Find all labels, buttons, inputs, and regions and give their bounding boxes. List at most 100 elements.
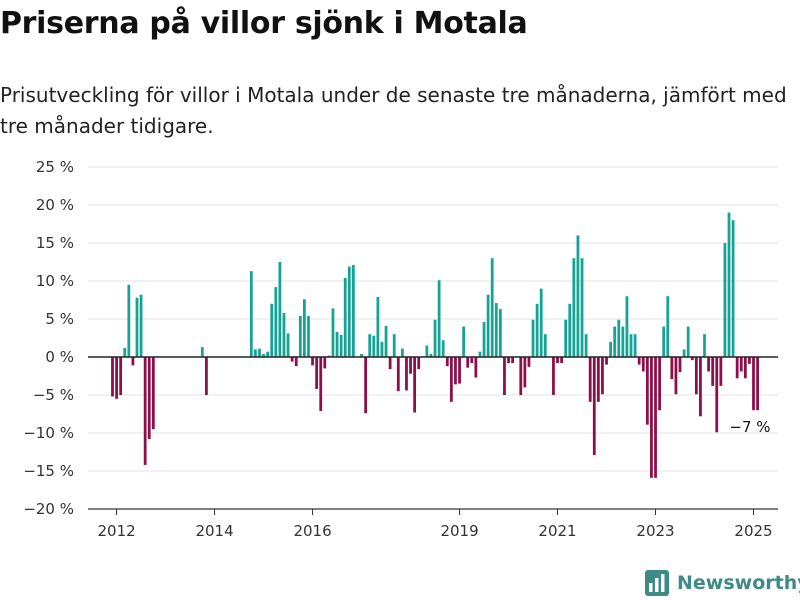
bar	[580, 258, 584, 357]
bar	[298, 315, 302, 357]
bar	[752, 357, 755, 411]
bar	[458, 357, 461, 384]
y-tick-label: −10 %	[23, 424, 74, 442]
bar	[690, 357, 694, 361]
bar	[564, 319, 568, 357]
bar-chart: 25 % 20 % 15 % 10 % 5 % 0 % −5 % −10 % −15 % −20 …	[23, 158, 778, 540]
bar	[270, 303, 274, 357]
bar	[535, 303, 539, 357]
chart-grid	[88, 166, 778, 472]
bar	[478, 351, 482, 357]
bar	[527, 357, 531, 367]
bar	[715, 357, 719, 433]
bar	[409, 357, 412, 374]
x-tick-label: 2021	[538, 522, 576, 540]
bar	[425, 345, 429, 357]
bar	[494, 303, 498, 357]
bar	[605, 357, 608, 365]
bar	[258, 348, 261, 357]
bar	[601, 357, 604, 395]
bar	[200, 347, 204, 357]
bar	[433, 319, 437, 357]
bar	[543, 334, 547, 357]
bar	[462, 326, 466, 357]
bar	[143, 357, 147, 465]
bar	[719, 357, 723, 386]
bar	[519, 357, 523, 395]
bar	[694, 357, 698, 395]
bar	[474, 357, 478, 378]
bar	[556, 357, 559, 364]
bar	[205, 357, 208, 395]
bar	[135, 297, 139, 357]
bar	[735, 357, 739, 379]
y-tick-label: −20 %	[23, 500, 74, 518]
bar	[748, 357, 751, 364]
bar	[572, 258, 576, 357]
bar	[466, 357, 470, 368]
bar	[364, 357, 368, 414]
bar	[576, 235, 580, 357]
bar	[498, 309, 502, 357]
bar	[286, 333, 290, 357]
bar	[360, 353, 363, 357]
x-tick-label: 2025	[734, 522, 772, 540]
bar	[756, 357, 759, 411]
bar	[127, 284, 131, 357]
bar	[682, 349, 686, 357]
bar	[666, 296, 670, 357]
bar	[658, 357, 661, 411]
bar	[596, 357, 600, 402]
bar	[115, 357, 118, 399]
x-tick-label: 2019	[440, 522, 478, 540]
bar	[405, 357, 408, 391]
bar	[343, 277, 347, 357]
bar	[282, 312, 286, 357]
bar	[662, 326, 666, 357]
y-tick-label: 15 %	[36, 234, 74, 252]
bar	[482, 322, 486, 357]
y-tick-label: 10 %	[36, 272, 74, 290]
bar	[629, 334, 633, 357]
y-tick-label: 5 %	[45, 310, 74, 328]
bar	[339, 334, 343, 357]
bar	[703, 334, 706, 357]
bar	[641, 357, 645, 372]
bar	[319, 357, 323, 411]
bar	[613, 326, 617, 357]
bar	[417, 357, 421, 370]
bar	[119, 357, 123, 395]
bar	[249, 271, 253, 357]
bar	[111, 357, 114, 397]
bar	[278, 262, 282, 357]
bar	[609, 341, 612, 357]
bar	[335, 331, 339, 357]
x-tick-label: 2014	[195, 522, 233, 540]
bar	[123, 347, 127, 357]
bar	[437, 280, 441, 357]
bar	[372, 335, 376, 357]
bar	[699, 357, 702, 417]
bar	[654, 357, 657, 478]
bar	[678, 357, 682, 373]
page-subtitle: Prisutveckling för villor i Motala under…	[0, 83, 787, 138]
bar	[445, 357, 449, 367]
bar	[592, 357, 596, 456]
bar	[131, 357, 135, 366]
bar	[503, 357, 506, 395]
y-tick-label: 20 %	[36, 196, 74, 214]
bar	[633, 334, 637, 357]
bar	[650, 357, 653, 478]
bar	[739, 357, 743, 372]
bar	[449, 357, 453, 402]
brand-name: Newsworthy	[677, 572, 800, 594]
bar	[266, 351, 270, 357]
bar	[531, 319, 535, 357]
bar	[351, 265, 355, 357]
bar	[262, 353, 265, 357]
bar	[637, 357, 641, 365]
bar	[568, 303, 572, 357]
page-title: Priserna på villor sjönk i Motala	[0, 6, 528, 41]
bar	[147, 357, 151, 440]
bar-chart-logo-icon	[645, 570, 669, 596]
